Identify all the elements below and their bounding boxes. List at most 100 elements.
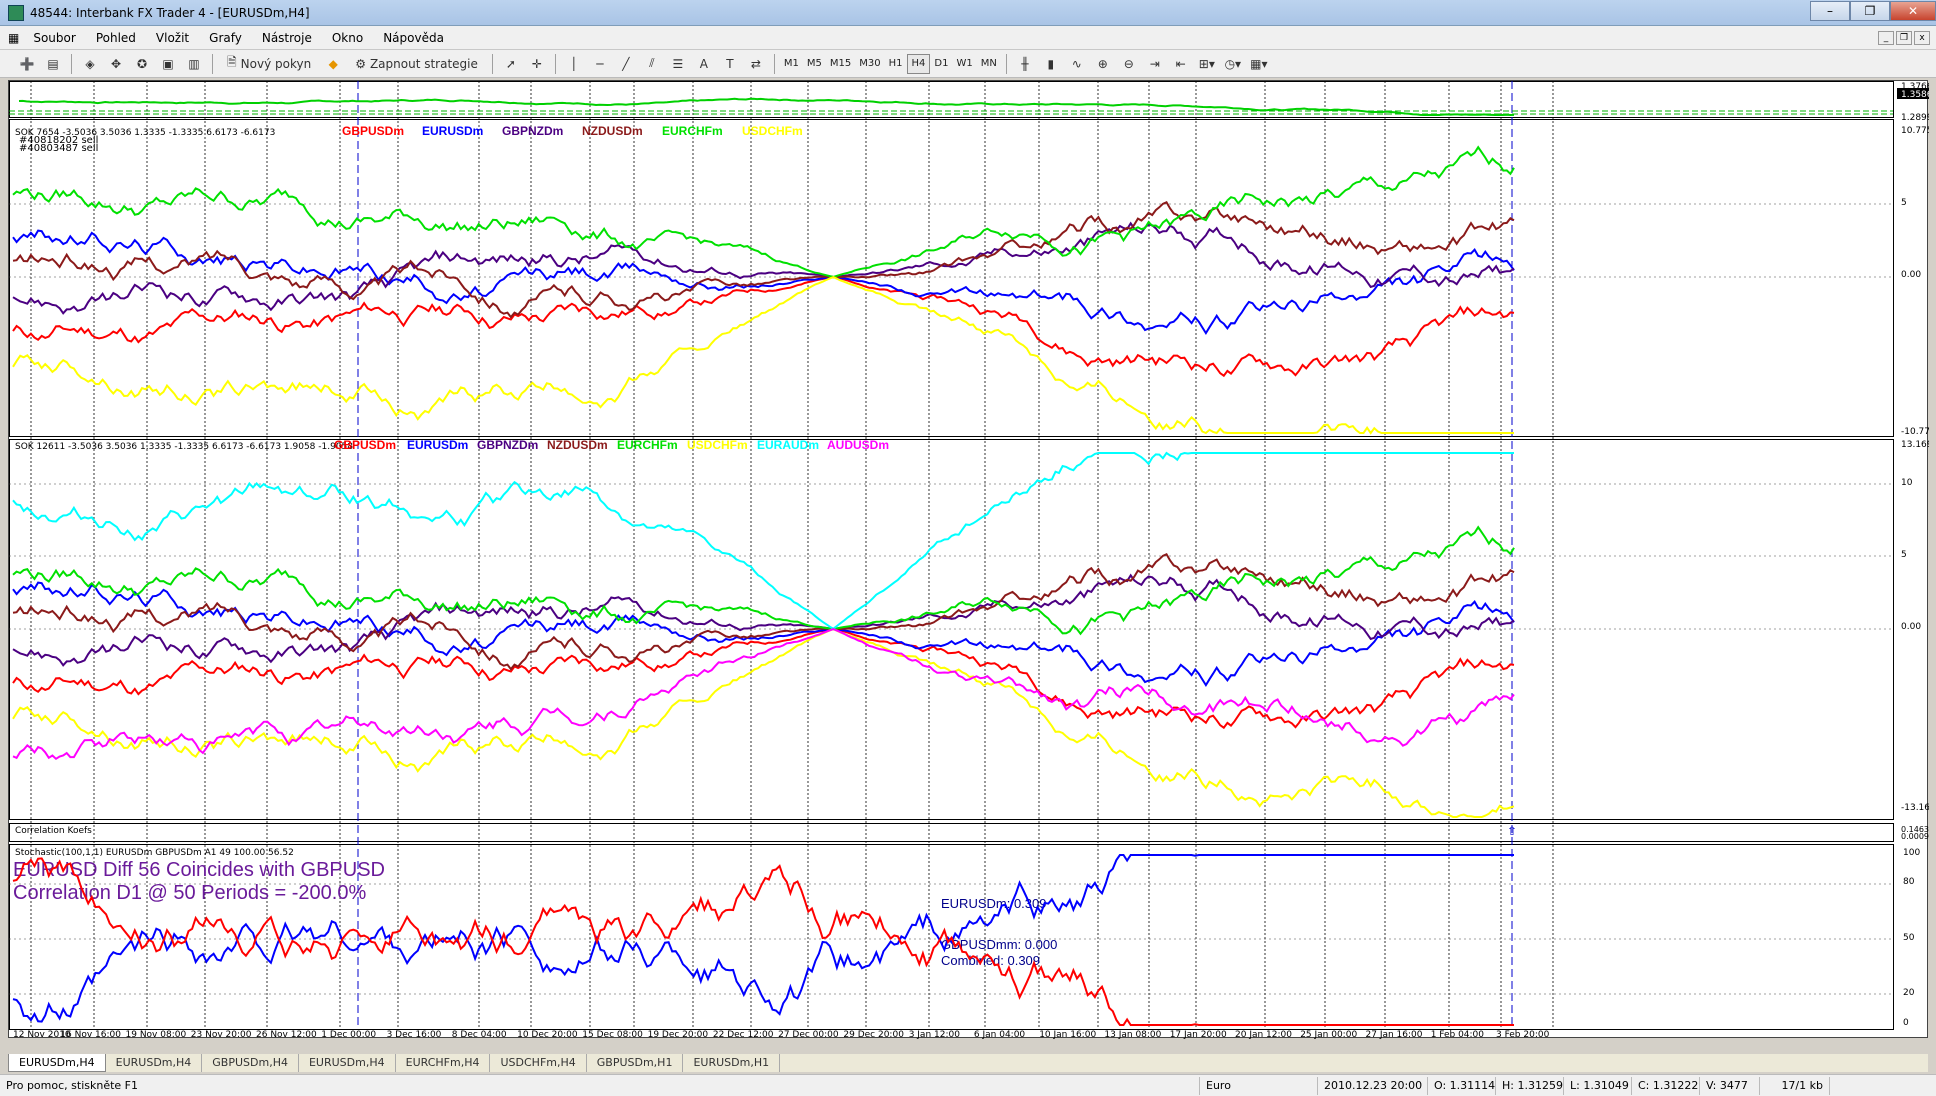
menu-pohled[interactable]: Pohled — [95, 30, 136, 45]
cursor-icon[interactable]: ➚ — [505, 56, 516, 71]
mdi-close-button[interactable]: x — [1914, 30, 1930, 45]
panel2-scale-top: 13.1694 — [1901, 440, 1929, 450]
zoom-out-icon[interactable]: ⊖ — [1123, 56, 1134, 71]
tab-chart-8[interactable]: EURUSDm,H1 — [683, 1054, 781, 1072]
app-icon — [8, 4, 24, 21]
panel4-header: Stochastic(100,1,1) EURUSDm GBPUSDm A1 4… — [15, 848, 294, 858]
panel4-scale-0: 0 — [1903, 1018, 1909, 1028]
legend-p1-eurchfm: EURCHFm — [662, 124, 723, 138]
time-label: 3 Dec 16:00 — [387, 1030, 442, 1039]
line-chart-icon[interactable]: ∿ — [1071, 56, 1082, 71]
timeframe-m1[interactable]: M1 — [783, 58, 799, 69]
horizontal-line-icon[interactable]: ─ — [596, 56, 604, 71]
time-label: 10 Jan 16:00 — [1039, 1030, 1096, 1039]
crosshair-icon[interactable]: ✛ — [531, 56, 542, 71]
market-watch-icon[interactable]: ◈ — [85, 56, 95, 71]
current-bar-arrow: ⇧ — [1507, 824, 1517, 838]
timeframe-w1[interactable]: W1 — [956, 58, 973, 69]
navigator-icon[interactable]: ✥ — [110, 56, 122, 71]
new-order-button[interactable]: 🗎 Nový pokyn — [220, 53, 318, 75]
trendline-icon[interactable]: ╱ — [622, 56, 630, 71]
timeframe-m15[interactable]: M15 — [829, 58, 852, 69]
panel1-scale-bottom: -10.7753 — [1901, 427, 1929, 437]
timeframe-m5[interactable]: M5 — [806, 58, 822, 69]
candlestick-icon[interactable]: ▮ — [1047, 56, 1055, 71]
timeframe-h4[interactable]: H4 — [906, 53, 931, 74]
autotrading-label: Zapnout strategie — [369, 56, 478, 71]
favorites-icon[interactable]: ✪ — [136, 56, 148, 71]
menu-nastroje[interactable]: Nástroje — [261, 30, 312, 45]
metaeditor-icon[interactable]: ◆ — [328, 56, 338, 71]
tab-chart-3[interactable]: GBPUSDm,H4 — [202, 1054, 299, 1072]
tab-chart-6[interactable]: USDCHFm,H4 — [490, 1054, 587, 1072]
terminal-icon[interactable]: ▣ — [162, 56, 174, 71]
chart-window[interactable]: ⇧ #40818202 sell #40803487 sell 1.37660 … — [8, 80, 1929, 1039]
status-profile: Euro — [1200, 1076, 1318, 1095]
autoscroll-icon[interactable]: ⇥ — [1149, 56, 1160, 71]
text-label-icon[interactable]: T — [726, 56, 734, 71]
mdi-minimize-button[interactable]: _ — [1878, 30, 1894, 45]
vertical-line-icon[interactable]: │ — [570, 56, 578, 71]
tab-chart-1[interactable]: EURUSDm,H4 — [8, 1054, 106, 1072]
order-label-1[interactable]: #40818202 sell — [19, 135, 98, 146]
legend-p1-nzdusdm: NZDUSDm — [582, 124, 643, 138]
p1-line-gbpnzdm — [12, 221, 1515, 315]
mdi-restore-button[interactable]: ❐ — [1896, 30, 1912, 45]
menu-vlozit[interactable]: Vložit — [155, 30, 190, 45]
legend-p1-gbpusdm: GBPUSDm — [342, 124, 404, 138]
time-label: 23 Nov 20:00 — [191, 1030, 252, 1039]
panel-frame-1 — [9, 81, 1894, 118]
bar-chart-icon[interactable]: ╫ — [1021, 56, 1029, 71]
time-label: 20 Jan 12:00 — [1235, 1030, 1292, 1039]
panel3-header: Correlation Koefs — [15, 826, 92, 836]
readout-combined: Combined: 0.309 — [941, 953, 1040, 968]
legend-p1-gbpnzdm: GBPNZDm — [502, 124, 563, 138]
zoom-in-icon[interactable]: ⊕ — [1097, 56, 1108, 71]
tab-chart-5[interactable]: EURCHFm,H4 — [396, 1054, 491, 1072]
p2-line-gbpnzdm — [12, 573, 1515, 667]
minimize-button[interactable]: – — [1810, 1, 1850, 21]
profiles-icon[interactable]: ▤ — [47, 56, 59, 71]
autotrading-button[interactable]: ⚙ Zapnout strategie — [348, 53, 485, 75]
new-chart-icon[interactable]: ➕ — [19, 56, 35, 71]
menu-okno[interactable]: Okno — [331, 30, 364, 45]
mdi-icon[interactable]: ▦ — [8, 30, 20, 45]
text-icon[interactable]: A — [699, 56, 708, 71]
chart-canvas[interactable]: ⇧ #40818202 sell #40803487 sell 1.37660 … — [9, 81, 1929, 1039]
tester-icon[interactable]: ▥ — [188, 56, 200, 71]
menu-soubor[interactable]: Soubor — [33, 30, 76, 45]
legend-p2-euraudm: EURAUDm — [757, 438, 819, 452]
timeframe-d1[interactable]: D1 — [934, 58, 949, 69]
restore-button[interactable]: ❐ — [1850, 1, 1890, 21]
arrows-icon[interactable]: ⇄ — [750, 56, 761, 71]
indicators-icon[interactable]: ⊞▾ — [1198, 56, 1215, 71]
panel1-header: SOK 7654 -3.5036 3.5036 1.3335 -1.3335 6… — [15, 128, 275, 138]
toolbar-separator — [1005, 53, 1007, 74]
templates-icon[interactable]: ▦▾ — [1250, 56, 1268, 71]
order-label-2[interactable]: #40803487 sell — [19, 143, 98, 154]
tab-chart-2[interactable]: EURUSDm,H4 — [106, 1054, 203, 1072]
panel1-scale-top: 10.7753 — [1901, 126, 1929, 136]
main-price-current: 1.35861 — [1901, 90, 1929, 100]
chart-shift-icon[interactable]: ⇤ — [1175, 56, 1186, 71]
panel-frame-4 — [9, 823, 1894, 842]
fibo-icon[interactable]: ☰ — [672, 56, 684, 71]
timeframe-h1[interactable]: H1 — [888, 58, 903, 69]
legend-p2-nzdusdm: NZDUSDm — [547, 438, 608, 452]
chart-tabs: EURUSDm,H4 EURUSDm,H4 GBPUSDm,H4 EURUSDm… — [8, 1054, 1928, 1072]
tab-chart-4[interactable]: EURUSDm,H4 — [299, 1054, 396, 1072]
menu-napoveda[interactable]: Nápověda — [383, 30, 444, 45]
timeframe-m30[interactable]: M30 — [859, 58, 881, 69]
tab-chart-7[interactable]: GBPUSDm,H1 — [587, 1054, 684, 1072]
periods-icon[interactable]: ◷▾ — [1224, 56, 1242, 71]
channel-icon[interactable]: ⫽ — [649, 56, 655, 70]
panel1-scale-0: 0.00 — [1901, 270, 1921, 280]
time-label: 13 Jan 08:00 — [1104, 1030, 1161, 1039]
new-order-icon: 🗎 — [227, 55, 237, 69]
menu-grafy[interactable]: Grafy — [209, 30, 242, 45]
panel2-header: SOK 12611 -3.5036 3.5036 1.3335 -1.3335 … — [15, 442, 353, 452]
timeframe-mn[interactable]: MN — [980, 58, 997, 69]
p1-line-gbpusdm — [12, 276, 1515, 378]
close-button[interactable]: ✕ — [1890, 1, 1936, 21]
time-label: 27 Jan 16:00 — [1366, 1030, 1423, 1039]
